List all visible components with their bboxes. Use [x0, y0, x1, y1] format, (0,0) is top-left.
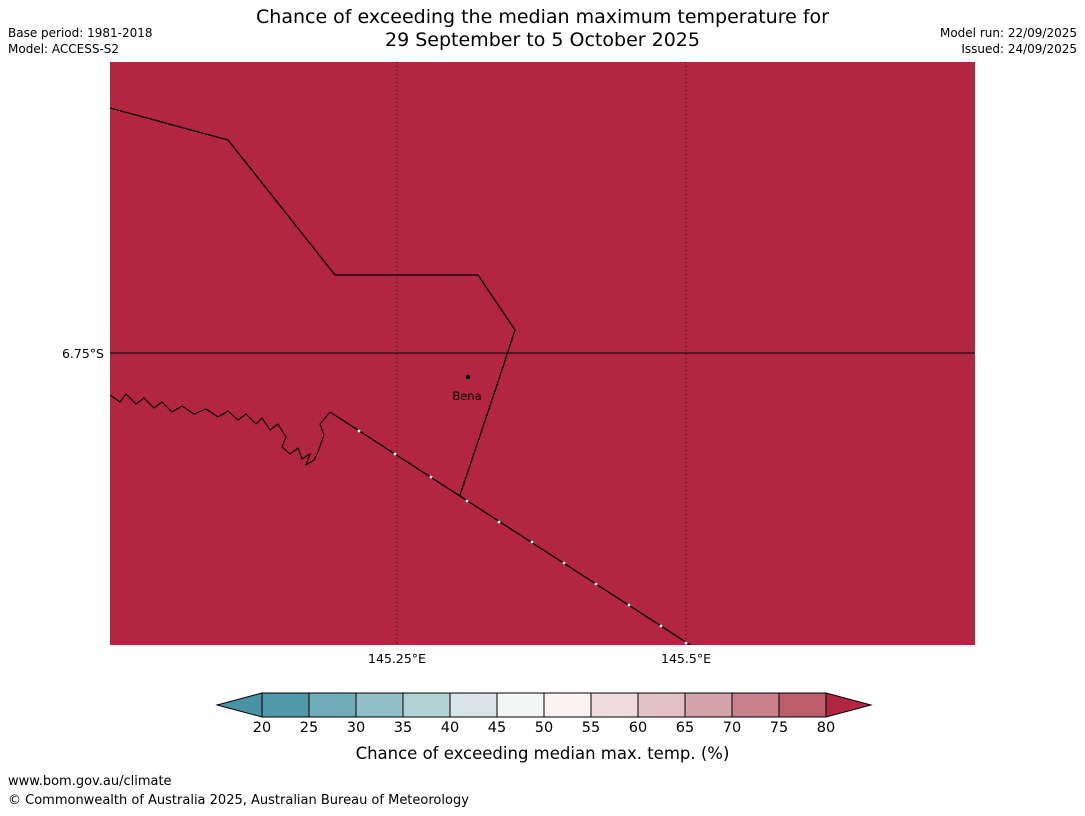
model-run-label: Model run: 22/09/2025 — [939, 26, 1077, 40]
colorbar-segment — [496, 692, 545, 718]
colorbar-ticks: 20 25 30 35 40 45 50 55 60 65 70 75 80 — [215, 720, 875, 738]
colorbar-segment — [684, 692, 733, 718]
colorbar — [215, 692, 875, 718]
colorbar-segment — [778, 692, 827, 718]
colorbar-segment — [261, 692, 310, 718]
colorbar-tick: 70 — [722, 720, 742, 736]
bena-marker — [465, 374, 471, 380]
longitude-axis-label-1: 145.25°E — [368, 651, 426, 666]
colorbar-tick: 80 — [816, 720, 836, 736]
region-boundary-line — [109, 107, 516, 496]
colorbar-tick: 30 — [346, 720, 366, 736]
colorbar-left-arrow — [215, 692, 263, 718]
colorbar-tick: 25 — [299, 720, 319, 736]
colorbar-right-arrow — [825, 692, 873, 718]
bena-label: Bena — [452, 389, 481, 403]
river-line — [109, 393, 331, 466]
longitude-axis-label-2: 145.5°E — [661, 651, 711, 666]
title-line-2: 29 September to 5 October 2025 — [385, 29, 700, 51]
issued-label: Issued: 24/09/2025 — [961, 42, 1077, 56]
colorbar-caption: Chance of exceeding median max. temp. (%… — [355, 744, 730, 763]
colorbar-segment — [449, 692, 498, 718]
colorbar-segment — [731, 692, 780, 718]
colorbar-segment — [590, 692, 639, 718]
forecast-map: Bena — [109, 62, 975, 649]
run-info: Model run: 22/09/2025 Issued: 24/09/2025 — [940, 25, 1077, 57]
model-info: Base period: 1981-2018 Model: ACCESS-S2 — [8, 25, 153, 57]
map-canvas: Bena — [109, 62, 975, 649]
colorbar-tick: 75 — [769, 720, 789, 736]
colorbar-segment — [308, 692, 357, 718]
colorbar-segment — [543, 692, 592, 718]
title-line-1: Chance of exceeding the median maximum t… — [256, 6, 829, 28]
colorbar-segment — [637, 692, 686, 718]
colorbar-tick: 60 — [628, 720, 648, 736]
colorbar-tick: 40 — [440, 720, 460, 736]
colorbar-tick: 45 — [487, 720, 507, 736]
colorbar-tick: 50 — [534, 720, 554, 736]
latitude-axis-label: 6.75°S — [61, 346, 104, 361]
colorbar-segment — [402, 692, 451, 718]
colorbar-tick: 65 — [675, 720, 695, 736]
footer-url: www.bom.gov.au/climate — [8, 774, 172, 789]
model-label: Model: ACCESS-S2 — [8, 42, 120, 56]
colorbar-segment — [355, 692, 404, 718]
base-period-label: Base period: 1981-2018 — [8, 26, 153, 40]
footer-copyright: © Commonwealth of Australia 2025, Austra… — [8, 793, 469, 808]
colorbar-canvas — [215, 692, 873, 718]
colorbar-tick: 55 — [581, 720, 601, 736]
colorbar-tick: 20 — [252, 720, 272, 736]
boundary-marker-dots — [357, 429, 688, 645]
page-title: Chance of exceeding the median maximum t… — [0, 6, 1085, 52]
district-boundary-line — [329, 411, 696, 649]
colorbar-tick: 35 — [393, 720, 413, 736]
